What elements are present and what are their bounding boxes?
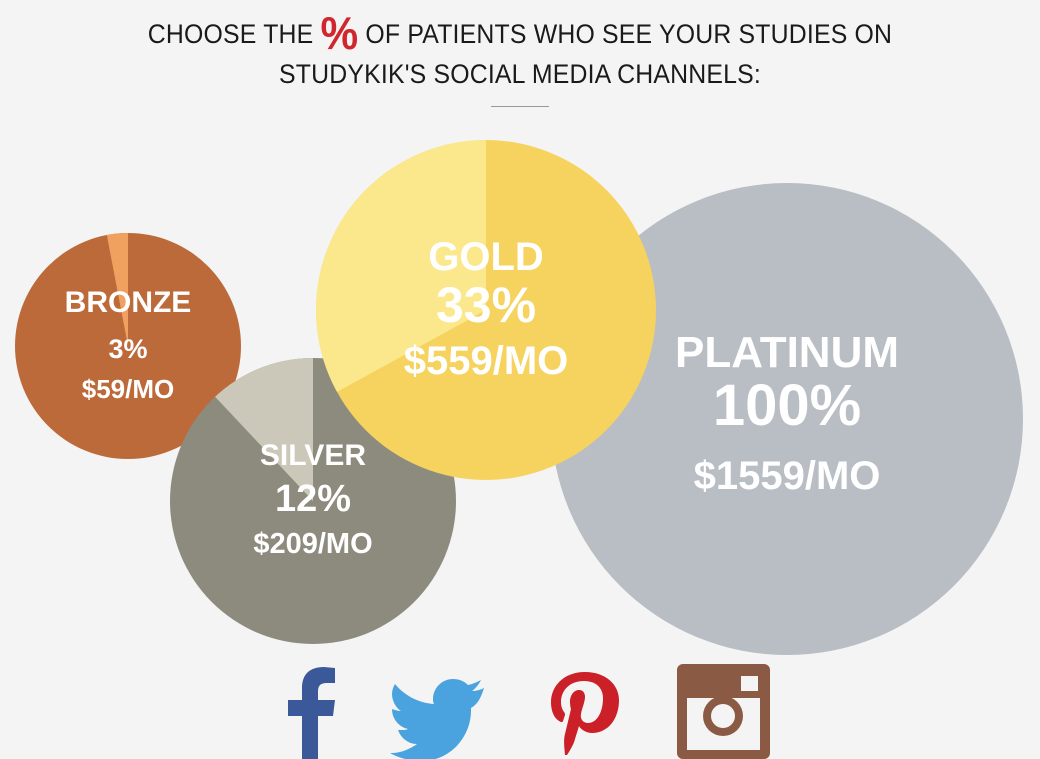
facebook-icon[interactable] [280,664,340,759]
bubble-gold-name-label: GOLD [428,235,544,279]
heading-line-2: STUDYKIK'S SOCIAL MEDIA CHANNELS: [279,59,761,89]
bubble-platinum-price-label: $1559/MO [694,454,881,498]
instagram-icon[interactable] [677,664,772,759]
bubble-gold-percent-label: 33% [436,277,536,333]
bubble-platinum-circle [551,183,1023,655]
bubble-platinum-percent-label: 100% [713,373,861,438]
pinterest-icon[interactable] [545,664,625,759]
percent-symbol: % [320,7,359,59]
heading-text-before: CHOOSE THE [147,19,314,49]
bubble-gold-slice [315,140,486,392]
bubble-bronze-percent-label: 3% [108,334,147,364]
heading-line-1: CHOOSE THE % OF PATIENTS WHO SEE YOUR ST… [42,10,999,56]
bubble-bronze: BRONZE 3% $59/MO [15,233,241,459]
bubble-gold-price-label: $559/MO [404,339,569,383]
bubble-silver-price-label: $209/MO [253,528,372,560]
bubble-silver-slice [215,358,313,501]
bubble-silver-percent-label: 12% [275,478,351,520]
pricing-bubble-chart: BRONZE 3% $59/MO SILVER 12% $209/MO PLATINUM10… [15,140,1023,655]
bubble-silver-name-label: SILVER [260,439,366,472]
twitter-icon[interactable] [390,664,490,759]
heading-text-after: OF PATIENTS WHO SEE YOUR STUDIES ON [365,19,893,49]
bubble-platinum-name-label: PLATINUM [675,328,899,377]
heading-divider [491,106,549,107]
page-heading: CHOOSE THE % OF PATIENTS WHO SEE YOUR ST… [42,10,999,94]
bubble-bronze-name-label: BRONZE [65,286,192,319]
bubble-bronze-price-label: $59/MO [82,374,175,404]
bubble-bronze-slice [106,233,128,346]
